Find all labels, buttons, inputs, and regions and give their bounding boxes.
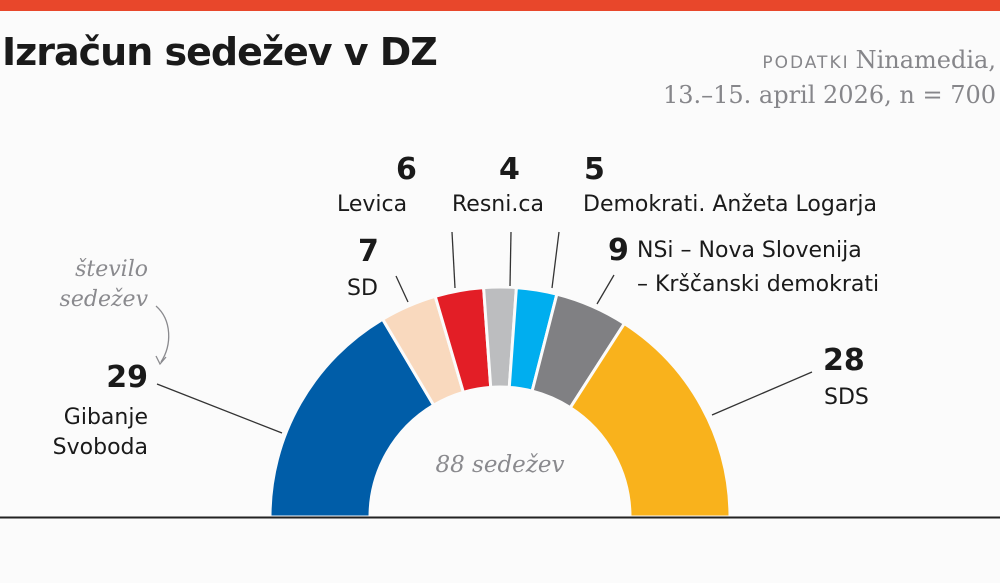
value-label-resnica: 4 [499, 152, 520, 187]
source-line2: 13.–15. april 2026, n = 700 [662, 81, 996, 109]
leader-nsi [596, 274, 615, 305]
name-label-resnica: Resni.ca [452, 192, 544, 217]
leader-resnica [509, 231, 512, 287]
source-label: PODATKI [762, 53, 850, 73]
leader-sd [395, 275, 409, 303]
chart-title: Izračun sedežev v DZ [2, 30, 438, 74]
value-label-levica: 6 [396, 152, 417, 187]
leader-levica [451, 231, 456, 289]
value-label-demokrati: 5 [584, 152, 605, 187]
total-label: 88 sedežev [435, 452, 565, 478]
leader-gibanje [156, 383, 283, 434]
name-label-sds: SDS [824, 385, 869, 410]
accent-bar [0, 0, 1000, 11]
name-label-gibanje-2: Svoboda [52, 435, 148, 460]
name-label-nsi-2: – Krščanski demokrati [637, 272, 880, 297]
name-label-sd: SD [347, 276, 378, 301]
leader-sds [711, 371, 813, 416]
seat-segment-sds [568, 321, 732, 519]
annotation-arrow [155, 305, 170, 363]
value-label-sd: 7 [358, 234, 379, 269]
leader-lines [156, 231, 813, 434]
name-label-nsi-1: NSi – Nova Slovenija [637, 238, 862, 263]
value-label-nsi: 9 [608, 233, 629, 268]
name-label-levica: Levica [337, 192, 408, 217]
value-label-gibanje: 29 [106, 360, 148, 395]
annotation-arrowhead [155, 355, 167, 366]
name-label-gibanje-1: Gibanje [63, 405, 148, 430]
source-line1: Ninamedia, [855, 46, 996, 74]
annotation-text: število sedežev [59, 257, 148, 312]
value-label-sds: 28 [823, 343, 865, 378]
source-note: PODATKI Ninamedia, 13.–15. april 2026, n … [663, 44, 996, 111]
name-label-demokrati: Demokrati. Anžeta Logarja [583, 192, 877, 217]
leader-demokrati [551, 231, 560, 289]
